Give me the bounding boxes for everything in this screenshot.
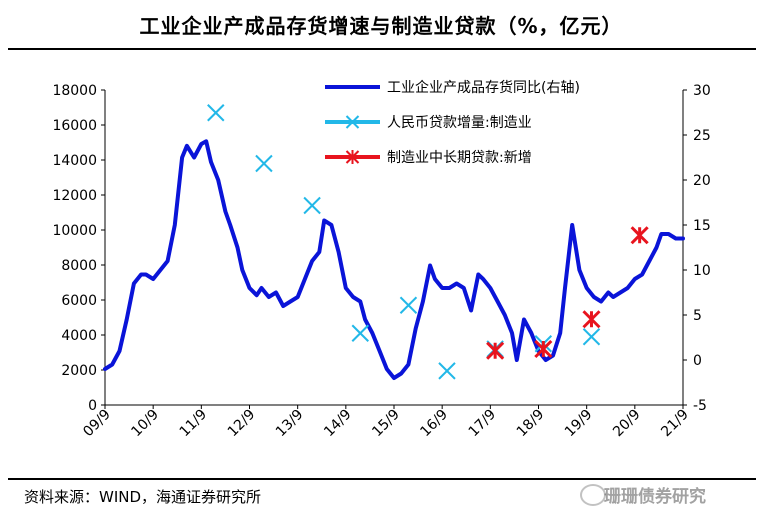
legend-label: 制造业中长期贷款:新增 — [387, 150, 532, 166]
source-note: 资料来源：WIND，海通证券研究所 — [24, 488, 262, 506]
manufacturing-loan-point — [255, 154, 273, 173]
right-tick-label: 5 — [693, 308, 702, 324]
cross-stroke — [255, 154, 273, 173]
x-tick-label: 10/9 — [128, 407, 162, 441]
manufacturing-loan-point — [438, 362, 456, 380]
left-tick-label: 16000 — [52, 118, 97, 134]
chart-area: 0 2000 4000 6000 8000 10000 12000 14000 16000 180… — [52, 79, 711, 441]
cross-stroke — [399, 296, 418, 314]
wechat-icon — [580, 484, 606, 506]
x-tick-label: 13/9 — [273, 407, 307, 441]
x-tick-label: 11/9 — [177, 407, 211, 441]
right-tick-label: 15 — [693, 218, 711, 234]
mlt-loan-point — [534, 339, 553, 359]
cross-stroke — [582, 328, 601, 346]
left-tick-label: 18000 — [52, 83, 97, 99]
inventory-yoy-line — [103, 139, 685, 380]
left-tick-label: 6000 — [61, 293, 97, 309]
watermark: 珊珊债券研究 — [604, 487, 706, 507]
cross-stroke — [207, 104, 225, 122]
manufacturing-loan-point — [207, 104, 225, 122]
title-divider — [8, 48, 756, 50]
left-tick-label: 2000 — [61, 363, 97, 379]
legend-item: 人民币贷款增量:制造业 — [325, 115, 532, 131]
legend-cross — [345, 115, 360, 129]
x-tick-label: 18/9 — [514, 407, 548, 441]
mlt-loan-point — [630, 226, 649, 245]
mlt-loan-point — [582, 310, 601, 329]
legend-label: 人民币贷款增量:制造业 — [387, 115, 532, 131]
left-tick-label: 8000 — [61, 258, 97, 274]
cross-stroke — [303, 196, 321, 215]
manufacturing-loan-point — [399, 296, 418, 314]
right-tick-label: 25 — [693, 128, 711, 144]
left-tick-label: 12000 — [52, 188, 97, 204]
x-tick-label: 19/9 — [562, 407, 596, 441]
x-tick-label: 15/9 — [369, 407, 403, 441]
x-tick-label: 09/9 — [80, 407, 114, 441]
left-tick-label: 0 — [88, 398, 97, 414]
chart-title: 工业企业产成品存货增速与制造业贷款（%，亿元） — [139, 14, 623, 38]
x-tick-label: 17/9 — [466, 407, 500, 441]
legend-item: 制造业中长期贷款:新增 — [325, 150, 532, 166]
right-tick-label: 20 — [693, 173, 711, 189]
footer-divider — [8, 478, 756, 480]
cross-stroke — [438, 362, 456, 380]
manufacturing-loan-point — [303, 196, 321, 215]
right-tick-label: 10 — [693, 263, 711, 279]
left-tick-label: 14000 — [52, 153, 97, 169]
manufacturing-loan-point — [351, 324, 369, 342]
manufacturing-loan-point — [582, 328, 601, 346]
legend-label: 工业企业产成品存货同比(右轴) — [387, 79, 580, 96]
x-tick-label: 14/9 — [321, 407, 355, 441]
right-tick-label: -5 — [693, 398, 707, 414]
cross-stroke — [351, 324, 369, 342]
x-tick-label: 16/9 — [417, 407, 451, 441]
left-tick-label: 4000 — [61, 328, 97, 344]
legend-item: 工业企业产成品存货同比(右轴) — [325, 79, 580, 96]
x-tick-label: 20/9 — [610, 407, 644, 441]
left-tick-label: 10000 — [52, 223, 97, 239]
right-tick-label: 0 — [693, 353, 702, 369]
x-tick-label: 21/9 — [658, 407, 692, 441]
x-tick-label: 12/9 — [225, 407, 259, 441]
mlt-loan-point — [486, 341, 505, 360]
right-tick-label: 30 — [693, 83, 711, 99]
